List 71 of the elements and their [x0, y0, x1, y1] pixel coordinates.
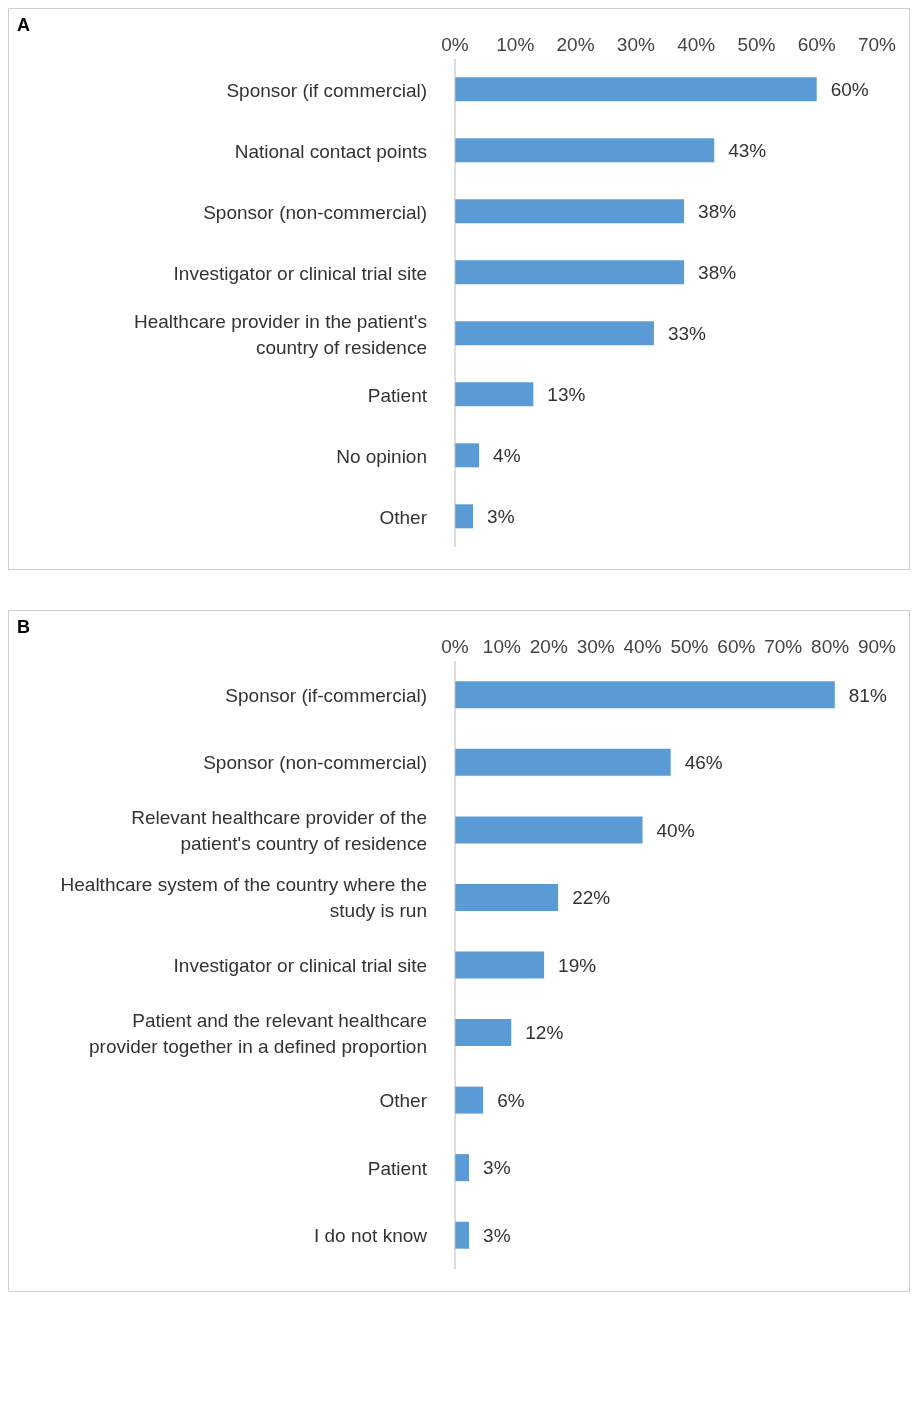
- bar: [455, 260, 685, 285]
- x-tick-label: 30%: [616, 34, 655, 55]
- y-tick-label: Healthcare system of the country where the study is run: [60, 873, 427, 921]
- y-tick-label: Investigator or clinical trial site: [173, 954, 427, 976]
- x-tick-label: 50%: [737, 34, 776, 55]
- y-tick-label: Healthcare provider in the patient's country of residence: [133, 310, 427, 357]
- x-tick-label: 10%: [482, 636, 522, 657]
- data-label: 46%: [684, 752, 723, 774]
- x-tick-label: 40%: [623, 636, 662, 657]
- x-tick-label: 0%: [441, 636, 469, 657]
- bar: [455, 1019, 512, 1047]
- y-tick-label: Patient and the relevant healthcare provider together in a defined proportion: [88, 1009, 427, 1057]
- bar: [455, 951, 545, 979]
- data-label: 43%: [728, 140, 767, 162]
- x-tick-label: 30%: [576, 636, 615, 657]
- text: A: [17, 15, 30, 36]
- data-label: 12%: [525, 1022, 564, 1044]
- data-label: 38%: [698, 262, 737, 284]
- data-label: 6%: [497, 1089, 525, 1111]
- bar: [455, 321, 654, 346]
- y-tick-label: Patient: [367, 1157, 428, 1179]
- bar: [455, 883, 559, 911]
- bar: [455, 748, 671, 776]
- y-tick-label: Investigator or clinical trial site: [173, 262, 427, 283]
- data-label: 4%: [493, 445, 521, 467]
- bar: [455, 1086, 484, 1114]
- bar: [455, 681, 835, 709]
- x-tick-label: 20%: [556, 34, 595, 55]
- x-tick-label: 70%: [857, 34, 897, 55]
- bar: [455, 77, 817, 102]
- x-tick-label: 60%: [797, 34, 836, 55]
- y-tick-label: Sponsor (non-commercial): [203, 751, 427, 773]
- y-tick-label: No opinion: [336, 445, 427, 466]
- data-label: 38%: [698, 201, 737, 223]
- y-tick-label: National contact points: [234, 140, 427, 161]
- y-tick-label: Sponsor (non-commercial): [203, 201, 427, 222]
- data-label: 3%: [483, 1157, 511, 1179]
- x-tick-label: 20%: [529, 636, 568, 657]
- bar: [455, 1221, 470, 1249]
- data-label: 3%: [487, 506, 515, 528]
- data-label: 33%: [667, 323, 707, 345]
- bar: [455, 138, 715, 163]
- x-tick-label: 40%: [677, 34, 716, 55]
- x-tick-label: 50%: [670, 636, 709, 657]
- bar: [455, 199, 685, 224]
- y-tick-label: Other: [379, 506, 428, 527]
- y-tick-label: Patient: [367, 384, 428, 405]
- x-tick-label: 70%: [764, 636, 803, 657]
- x-tick-label: 10%: [496, 34, 535, 55]
- data-label: 60%: [830, 79, 869, 101]
- x-tick-label: 60%: [717, 636, 756, 657]
- data-label: 81%: [848, 684, 887, 706]
- bar: [455, 443, 480, 468]
- data-label: 13%: [547, 384, 586, 406]
- y-tick-label: Sponsor (if-commercial): [225, 684, 427, 706]
- x-tick-label: 90%: [857, 636, 897, 657]
- data-label: 40%: [656, 819, 695, 841]
- x-tick-label: 0%: [441, 34, 469, 55]
- bar: [455, 382, 534, 407]
- data-label: 22%: [572, 887, 611, 909]
- bar: [455, 1154, 470, 1182]
- text: B: [17, 617, 30, 638]
- y-tick-label: Other: [379, 1089, 428, 1111]
- data-label: 3%: [483, 1224, 511, 1246]
- data-label: 19%: [558, 954, 597, 976]
- y-tick-label: Relevant healthcare provider of the patient's country of residence: [131, 806, 427, 854]
- y-tick-label: I do not know: [313, 1224, 428, 1246]
- x-tick-label: 80%: [811, 636, 850, 657]
- bar: [455, 816, 643, 844]
- bar: [455, 504, 474, 529]
- y-tick-label: Sponsor (if commercial): [226, 79, 427, 100]
